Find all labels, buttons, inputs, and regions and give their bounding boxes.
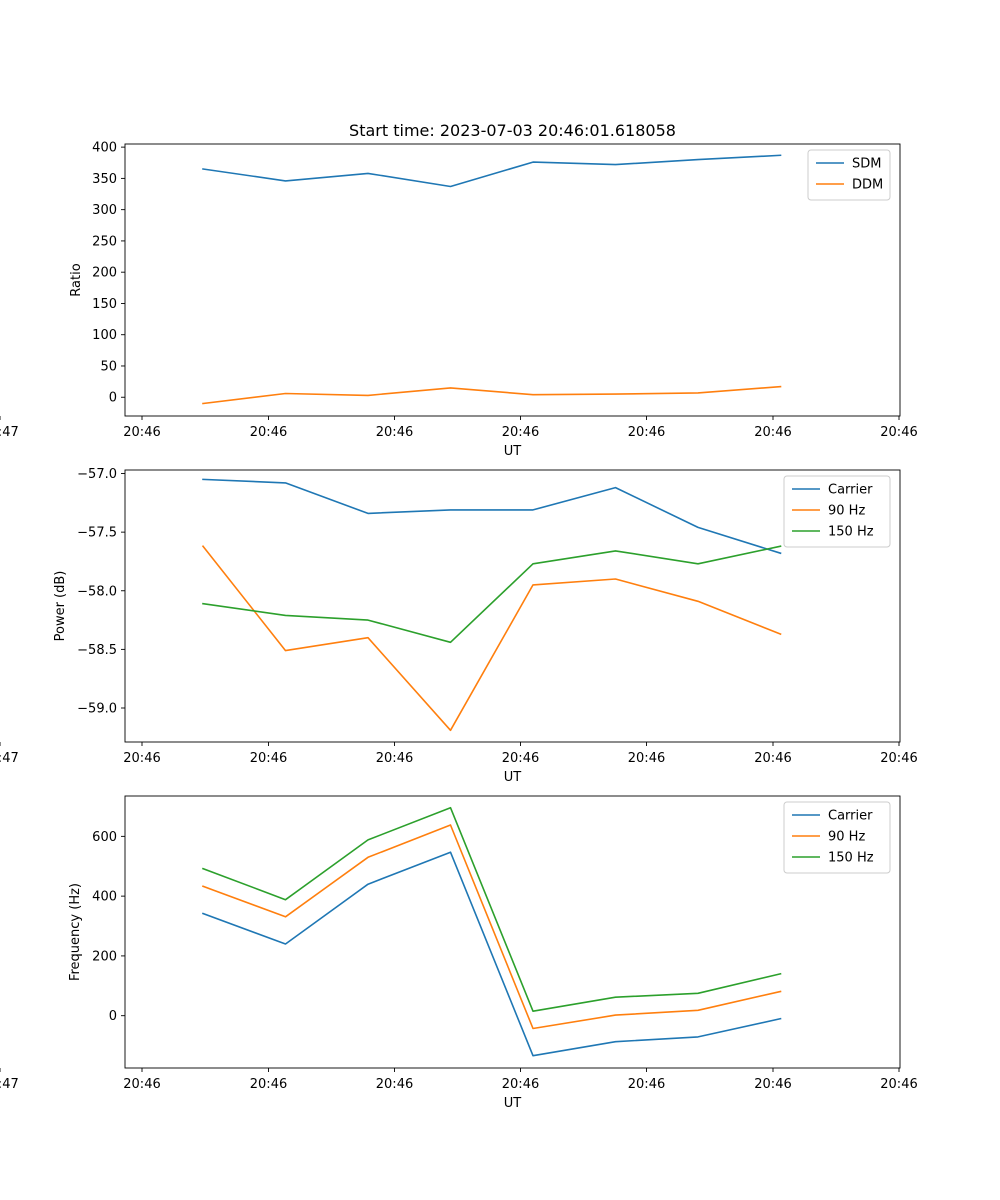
y-tick-label: 100 bbox=[92, 328, 117, 343]
legend-box bbox=[783, 801, 891, 874]
chart-1: 20:46 20:46 20:46 20:46 20:46 20:46 20:46 20:47… bbox=[0, 141, 918, 459]
plot-area bbox=[124, 469, 901, 743]
y-tick-label: 400 bbox=[92, 141, 117, 156]
legend-label: 150 Hz bbox=[828, 851, 874, 866]
x-tick-label: 20:46 bbox=[123, 425, 160, 440]
y-tick-label: −57.0 bbox=[77, 467, 117, 482]
legend-label: 150 Hz bbox=[828, 525, 874, 540]
x-tick-label: 20:46 bbox=[376, 425, 413, 440]
series-line-90-hz bbox=[201, 824, 782, 1030]
y-tick-label: 50 bbox=[100, 359, 117, 374]
legend-label: DDM bbox=[852, 178, 883, 193]
x-tick-label: 20:46 bbox=[880, 1077, 917, 1092]
x-tick-label: 20:47 bbox=[0, 1077, 19, 1092]
x-tick-label: 20:46 bbox=[502, 1077, 539, 1092]
y-axis-label: Frequency (Hz) bbox=[68, 883, 83, 981]
y-tick-label: 150 bbox=[92, 297, 117, 312]
y-tick-label: −59.0 bbox=[77, 702, 117, 717]
series-line-ddm bbox=[202, 385, 782, 405]
charts-container: 20:46 20:46 20:46 20:46 20:46 20:46 20:46 20:47… bbox=[0, 141, 918, 1111]
x-tick-label: 20:46 bbox=[123, 1077, 160, 1092]
x-tick-label: 20:46 bbox=[376, 751, 413, 766]
x-tick-label: 20:46 bbox=[502, 751, 539, 766]
legend-label: Carrier bbox=[828, 809, 873, 824]
x-axis-label: UT bbox=[504, 1096, 522, 1111]
y-tick-label: 200 bbox=[92, 949, 117, 964]
legend-label: 90 Hz bbox=[828, 830, 865, 845]
x-tick-label: 20:46 bbox=[123, 751, 160, 766]
y-tick-label: −57.5 bbox=[77, 526, 117, 541]
series-line-sdm bbox=[202, 154, 782, 188]
x-tick-label: 20:47 bbox=[0, 751, 19, 766]
plot-area bbox=[124, 143, 901, 417]
x-tick-label: 20:46 bbox=[880, 751, 917, 766]
figure-title: Start time: 2023-07-03 20:46:01.618058 bbox=[349, 121, 676, 140]
x-tick-label: 20:46 bbox=[502, 425, 539, 440]
x-tick-label: 20:46 bbox=[376, 1077, 413, 1092]
x-tick-label: 20:46 bbox=[754, 751, 791, 766]
x-tick-label: 20:46 bbox=[250, 425, 287, 440]
y-tick-label: 350 bbox=[92, 172, 117, 187]
x-tick-label: 20:46 bbox=[880, 425, 917, 440]
y-axis-label: Ratio bbox=[69, 263, 84, 296]
x-tick-label: 20:46 bbox=[250, 1077, 287, 1092]
plot-area bbox=[124, 795, 901, 1069]
legend-label: 90 Hz bbox=[828, 504, 865, 519]
legend: Carrier 90 Hz 150 Hz bbox=[783, 475, 891, 548]
series-line-carrier bbox=[201, 851, 782, 1057]
legend: Carrier 90 Hz 150 Hz bbox=[783, 801, 891, 874]
legend-label: SDM bbox=[852, 157, 881, 172]
chart-3: 20:46 20:46 20:46 20:46 20:46 20:46 20:46 20:47… bbox=[0, 795, 918, 1111]
legend-box bbox=[783, 475, 891, 548]
legend-label: Carrier bbox=[828, 483, 873, 498]
x-tick-label: 20:46 bbox=[628, 751, 665, 766]
x-tick-label: 20:46 bbox=[250, 751, 287, 766]
series-line-150-hz bbox=[202, 545, 782, 644]
legend: SDM DDM bbox=[807, 149, 891, 201]
series-line-90-hz bbox=[201, 545, 782, 732]
x-axis-label: UT bbox=[504, 770, 522, 785]
y-axis-label: Power (dB) bbox=[53, 571, 68, 642]
y-tick-label: −58.5 bbox=[77, 643, 117, 658]
y-tick-label: 0 bbox=[109, 391, 117, 406]
y-tick-label: 300 bbox=[92, 203, 117, 218]
y-tick-label: 400 bbox=[92, 890, 117, 905]
x-tick-label: 20:46 bbox=[628, 425, 665, 440]
y-tick-label: 600 bbox=[92, 830, 117, 845]
series-line-carrier bbox=[202, 478, 782, 555]
y-tick-label: 200 bbox=[92, 266, 117, 281]
x-tick-label: 20:46 bbox=[628, 1077, 665, 1092]
chart-2: 20:46 20:46 20:46 20:46 20:46 20:46 20:46 20:47… bbox=[0, 467, 918, 785]
y-tick-label: 0 bbox=[109, 1009, 117, 1024]
y-tick-label: 250 bbox=[92, 234, 117, 249]
series-line-150-hz bbox=[201, 806, 782, 1013]
y-tick-label: −58.0 bbox=[77, 584, 117, 599]
x-axis-label: UT bbox=[504, 444, 522, 459]
x-tick-label: 20:46 bbox=[754, 1077, 791, 1092]
x-tick-label: 20:46 bbox=[754, 425, 791, 440]
x-tick-label: 20:47 bbox=[0, 425, 19, 440]
